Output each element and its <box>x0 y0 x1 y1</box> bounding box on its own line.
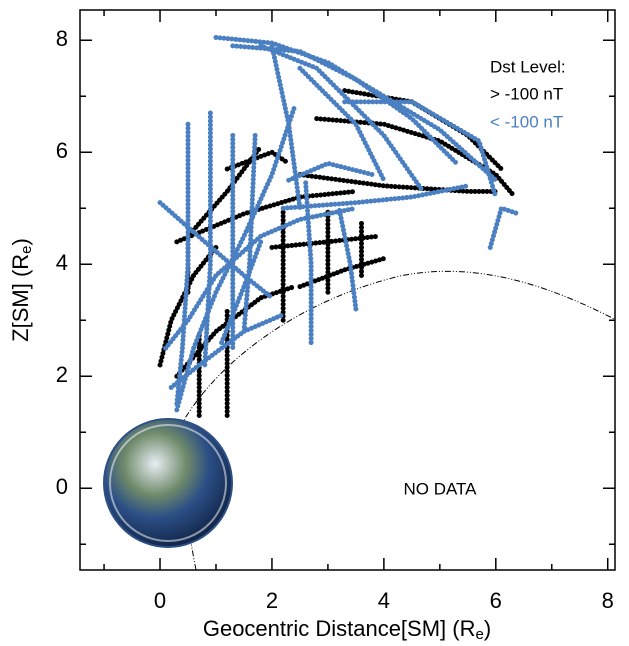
y-tick-label: 4 <box>56 250 68 275</box>
track <box>230 43 460 166</box>
earth-ring <box>109 424 227 542</box>
x-tick-label: 4 <box>378 588 390 613</box>
legend-entry: < -100 nT <box>490 112 563 131</box>
plot-area <box>103 34 615 570</box>
y-tick-label: 2 <box>56 362 68 387</box>
track <box>174 121 191 407</box>
x-tick-label: 2 <box>266 588 278 613</box>
track <box>297 256 387 290</box>
track <box>202 110 213 368</box>
y-tick-label: 8 <box>56 26 68 51</box>
y-axis-label: Z[SM] (Re) <box>8 238 35 342</box>
marks <box>157 34 521 418</box>
annotation: NO DATA <box>403 479 477 498</box>
track <box>157 244 219 368</box>
boundary-curve <box>182 270 615 570</box>
track <box>157 200 275 301</box>
track <box>303 177 314 346</box>
track <box>342 99 499 200</box>
x-axis-label: Geocentric Distance[SM] (Re) <box>203 616 491 643</box>
track <box>174 284 297 379</box>
track <box>168 312 286 390</box>
track <box>286 160 376 183</box>
earth <box>103 418 233 548</box>
track <box>297 65 387 183</box>
track <box>174 104 297 413</box>
track <box>297 172 499 194</box>
y-tick-label: 6 <box>56 138 68 163</box>
legend-title: Dst Level: <box>490 57 566 76</box>
x-tick-label: 8 <box>602 588 614 613</box>
track <box>487 205 521 250</box>
x-tick-label: 0 <box>154 588 166 613</box>
track <box>219 239 264 346</box>
plot-frame <box>79 9 616 571</box>
y-tick-label: 0 <box>56 474 68 499</box>
track <box>280 183 471 211</box>
x-tick-label: 6 <box>490 588 502 613</box>
legend-entry: > -100 nT <box>490 84 563 103</box>
track <box>241 132 258 334</box>
track <box>224 149 292 172</box>
track <box>336 205 359 312</box>
track <box>314 116 516 197</box>
